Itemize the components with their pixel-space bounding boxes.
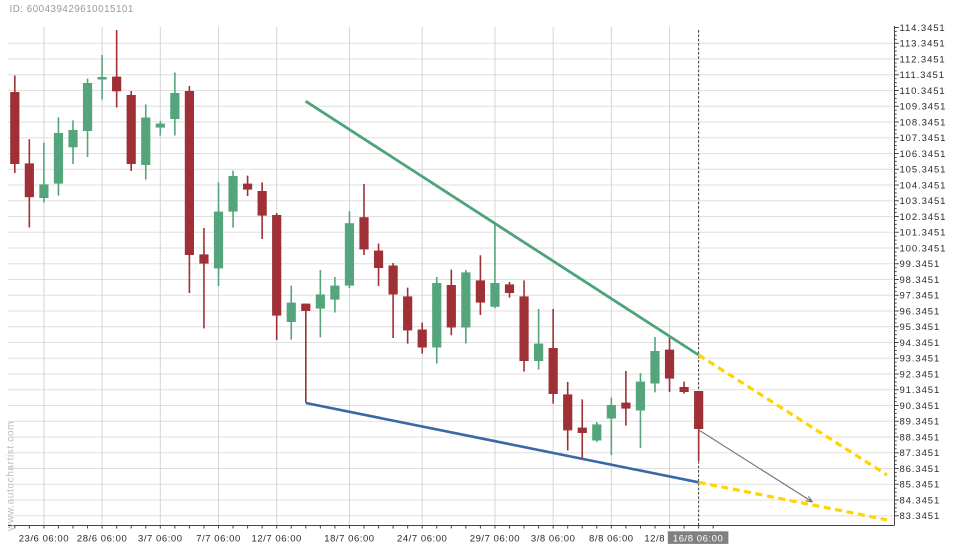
- svg-text:28/6 06:00: 28/6 06:00: [77, 534, 127, 545]
- svg-text:105.3451: 105.3451: [900, 165, 947, 176]
- svg-text:113.3451: 113.3451: [900, 39, 946, 50]
- svg-text:16/8 06:00: 16/8 06:00: [673, 534, 723, 545]
- svg-text:3/7 06:00: 3/7 06:00: [138, 534, 183, 545]
- svg-text:114.3451: 114.3451: [900, 23, 946, 34]
- svg-text:102.3451: 102.3451: [900, 212, 947, 223]
- svg-text:91.3451: 91.3451: [900, 385, 941, 396]
- svg-text:112.3451: 112.3451: [900, 54, 946, 65]
- svg-text:89.3451: 89.3451: [900, 417, 941, 428]
- svg-text:84.3451: 84.3451: [900, 495, 941, 506]
- svg-text:18/7 06:00: 18/7 06:00: [324, 534, 374, 545]
- svg-text:83.3451: 83.3451: [900, 511, 941, 522]
- svg-text:12/7 06:00: 12/7 06:00: [251, 534, 301, 545]
- svg-text:109.3451: 109.3451: [900, 102, 947, 113]
- svg-text:23/6 06:00: 23/6 06:00: [19, 534, 69, 545]
- svg-text:24/7 06:00: 24/7 06:00: [397, 534, 447, 545]
- svg-text:8/8 06:00: 8/8 06:00: [589, 534, 634, 545]
- svg-text:110.3451: 110.3451: [900, 86, 946, 97]
- svg-text:100.3451: 100.3451: [900, 243, 947, 254]
- svg-text:29/7 06:00: 29/7 06:00: [470, 534, 520, 545]
- svg-text:103.3451: 103.3451: [900, 196, 947, 207]
- svg-text:www.autochartist.com: www.autochartist.com: [6, 421, 17, 532]
- svg-text:92.3451: 92.3451: [900, 369, 941, 380]
- svg-text:94.3451: 94.3451: [900, 338, 941, 349]
- svg-text:93.3451: 93.3451: [900, 354, 941, 365]
- svg-text:111.3451: 111.3451: [900, 70, 945, 81]
- svg-text:ID: 600439429610015101: ID: 600439429610015101: [10, 4, 134, 15]
- svg-text:86.3451: 86.3451: [900, 464, 941, 475]
- svg-text:98.3451: 98.3451: [900, 275, 941, 286]
- svg-text:108.3451: 108.3451: [900, 117, 947, 128]
- svg-text:106.3451: 106.3451: [900, 149, 947, 160]
- svg-text:88.3451: 88.3451: [900, 432, 941, 443]
- svg-text:90.3451: 90.3451: [900, 401, 941, 412]
- svg-text:85.3451: 85.3451: [900, 480, 941, 491]
- svg-text:87.3451: 87.3451: [900, 448, 941, 459]
- svg-text:95.3451: 95.3451: [900, 322, 941, 333]
- svg-text:107.3451: 107.3451: [900, 133, 947, 144]
- svg-text:7/7 06:00: 7/7 06:00: [196, 534, 241, 545]
- svg-text:3/8 06:00: 3/8 06:00: [531, 534, 576, 545]
- svg-text:101.3451: 101.3451: [900, 228, 947, 239]
- svg-text:99.3451: 99.3451: [900, 259, 941, 270]
- svg-text:104.3451: 104.3451: [900, 180, 947, 191]
- svg-text:96.3451: 96.3451: [900, 306, 941, 317]
- svg-text:97.3451: 97.3451: [900, 291, 941, 302]
